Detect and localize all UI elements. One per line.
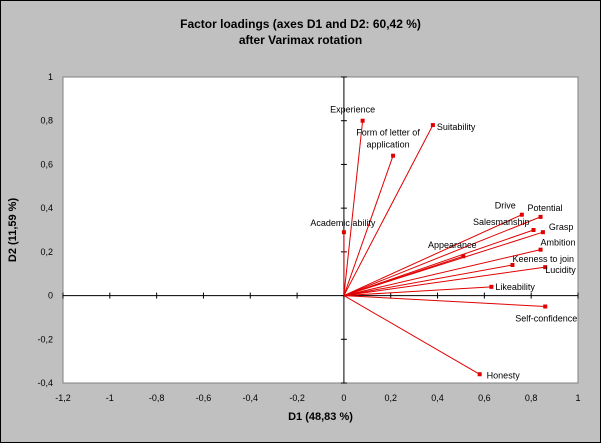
loading-vector <box>343 214 523 297</box>
chart-subtitle: after Varimax rotation <box>238 33 363 47</box>
x-tick-label: -0,8 <box>149 393 165 403</box>
x-tick-label: -0,2 <box>289 393 305 403</box>
x-tick-label: -0,6 <box>196 393 212 403</box>
loading-point <box>538 247 543 252</box>
loading-vector <box>343 295 480 375</box>
x-ticks: -1,2 -1 -0,8 -0,6 -0,4 -0,2 0 0,2 0,4 0,6 0,8 1 <box>55 292 581 403</box>
loading-point <box>360 118 365 123</box>
y-tick-label: -0,2 <box>37 334 53 344</box>
loading-vector <box>343 286 492 297</box>
y-tick-label: 0,2 <box>40 247 53 257</box>
loading-point <box>543 265 548 270</box>
x-tick-label: 0 <box>341 393 346 403</box>
point-label: Ambition <box>541 238 576 248</box>
x-tick-label: 0,2 <box>384 393 397 403</box>
loading-vector <box>343 124 434 296</box>
plot-area <box>62 76 579 384</box>
point-labels: Experience Suitability Form of letter of ap… <box>310 105 577 381</box>
point-label: Grasp <box>549 222 574 232</box>
point-label: Self-confidence <box>515 314 577 324</box>
x-axis-title: D1 (48,83 %) <box>288 411 353 423</box>
y-tick-label: 0,8 <box>40 116 53 126</box>
loading-point <box>477 372 482 377</box>
x-tick-label: -0,4 <box>243 393 259 403</box>
loading-vector <box>343 264 513 297</box>
y-axis-title: D2 (11,59 %) <box>7 198 19 263</box>
point-label: Suitability <box>437 122 476 132</box>
loading-point <box>391 153 396 158</box>
loading-vector <box>343 295 546 307</box>
point-label: Likeability <box>495 282 535 292</box>
loading-vector <box>343 249 541 297</box>
loading-point <box>538 214 543 219</box>
loading-vector <box>343 155 394 296</box>
loading-point <box>531 228 536 232</box>
loading-vectors <box>343 120 546 375</box>
loading-point <box>540 230 545 235</box>
y-tick-label: 1 <box>48 72 53 82</box>
point-label: Form of letter of application <box>356 128 420 150</box>
x-tick-label: 0,6 <box>478 393 491 403</box>
x-tick-label: -1,2 <box>55 393 71 403</box>
loading-vector <box>343 255 464 297</box>
loading-vector <box>343 266 546 297</box>
point-label: Honesty <box>487 370 521 380</box>
point-label: Keeness to join <box>512 254 574 264</box>
y-tick-label: 0,4 <box>40 203 53 213</box>
point-label: Drive <box>495 201 516 211</box>
loading-point <box>461 254 466 259</box>
y-tick-label: 0,6 <box>40 159 53 169</box>
chart-title: Factor loadings (axes D1 and D2: 60,42 %… <box>180 17 421 31</box>
x-tick-label: -1 <box>106 393 114 403</box>
y-tick-label: -0,4 <box>37 378 53 388</box>
loading-vector <box>343 120 364 296</box>
point-label: Academic ability <box>310 218 376 228</box>
point-label: Appearance <box>428 240 477 250</box>
loading-point <box>341 230 346 235</box>
loading-point <box>543 304 548 309</box>
y-tick-label: 0 <box>48 291 53 301</box>
loading-point <box>430 123 435 128</box>
loading-point <box>489 284 494 289</box>
axes <box>63 77 578 383</box>
point-label: Experience <box>330 105 375 115</box>
loading-point <box>510 262 515 267</box>
x-tick-label: 1 <box>575 393 580 403</box>
x-tick-label: 0,4 <box>431 393 444 403</box>
loading-points <box>341 118 548 377</box>
loading-point <box>519 212 524 217</box>
point-label: Salesmanship <box>473 217 530 227</box>
loading-vector <box>343 216 541 297</box>
point-label: Potential <box>528 203 563 213</box>
x-tick-label: 0,8 <box>525 393 538 403</box>
point-label: Lucidity <box>545 265 576 275</box>
